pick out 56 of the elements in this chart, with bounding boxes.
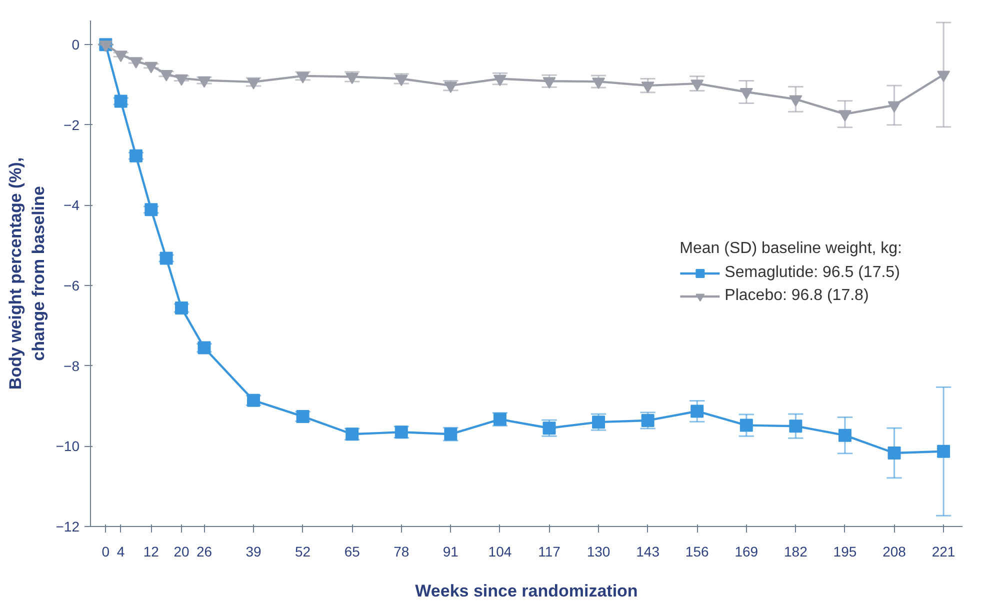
x-tick-label: 4: [116, 544, 125, 560]
x-tick-label: 208: [882, 544, 906, 560]
x-tick-label: 195: [833, 544, 857, 560]
point: [888, 446, 901, 460]
point: [296, 72, 310, 84]
y-tick-label: −12: [56, 518, 80, 534]
point: [740, 418, 753, 432]
point: [789, 95, 802, 107]
point: [838, 110, 852, 122]
x-tick-label: 169: [734, 544, 758, 560]
x-tick-label: 130: [586, 544, 610, 560]
point: [789, 420, 802, 433]
point: [838, 428, 852, 442]
x-tick-label: 78: [394, 544, 410, 560]
y-axis-title: Body weight percentage (%), change from baseline: [6, 157, 48, 390]
point: [937, 70, 950, 82]
point: [160, 252, 173, 265]
x-tick-label: 65: [344, 544, 360, 560]
x-tick-label: 26: [196, 544, 212, 560]
point: [690, 80, 704, 91]
point: [542, 77, 556, 89]
point: [937, 444, 950, 458]
point: [641, 82, 654, 93]
x-tick-label: 52: [295, 544, 311, 560]
point: [99, 40, 112, 52]
legend-title: Mean (SD) baseline weight, kg:: [680, 240, 902, 258]
point: [198, 76, 211, 88]
x-axis-title: Weeks since randomization: [415, 582, 638, 600]
point: [144, 203, 158, 216]
x-tick-label: 143: [636, 544, 660, 560]
y-tick-label: −4: [64, 197, 80, 214]
point: [493, 74, 506, 86]
legend-label: Placebo: 96.8 (17.8): [724, 287, 869, 305]
y-tick-label: −8: [64, 358, 80, 374]
x-tick-label: 104: [488, 544, 512, 560]
y-tick-label: −2: [64, 116, 80, 133]
x-tick-label: 221: [932, 544, 956, 560]
point: [114, 94, 128, 108]
point: [888, 101, 901, 113]
x-tick-label: 39: [246, 544, 262, 560]
point: [247, 78, 260, 90]
x-tick-label: 20: [174, 544, 190, 560]
x-tick-label: 91: [442, 544, 459, 560]
x-tick-label: 117: [538, 544, 561, 560]
y-tick-label: 0: [72, 36, 80, 53]
point: [592, 78, 606, 89]
point: [690, 404, 704, 418]
y-tick-label: −6: [64, 278, 80, 294]
x-tick-label: 182: [784, 544, 808, 560]
x-tick-label: 12: [143, 544, 160, 560]
point: [740, 88, 753, 100]
y-tick-label: −10: [56, 438, 80, 454]
x-tick-label: 0: [102, 544, 110, 560]
legend-label: Semaglutide: 96.5 (17.5): [724, 264, 900, 282]
point: [129, 149, 142, 162]
x-tick-label: 156: [685, 544, 709, 560]
